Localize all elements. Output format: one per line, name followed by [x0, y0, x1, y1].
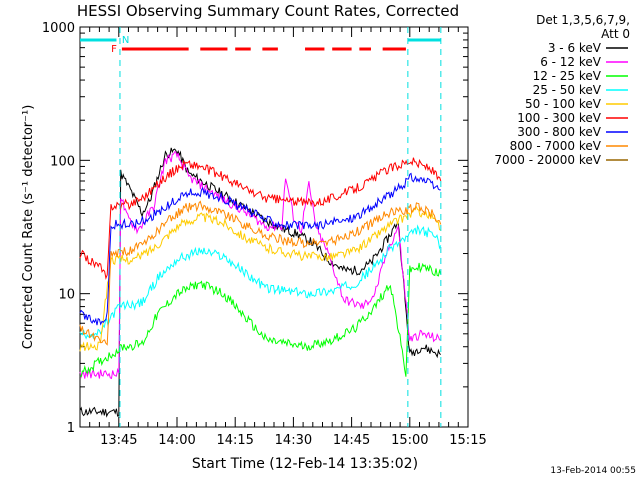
- legend-label: 12 - 25 keV: [533, 69, 602, 83]
- legend-label: 7000 - 20000 keV: [494, 153, 601, 167]
- series-line-4: [79, 224, 442, 340]
- series-line-2: [79, 151, 441, 380]
- legend-label: 50 - 100 keV: [525, 97, 602, 111]
- status-overlays: FN: [80, 27, 442, 427]
- legend-label: 6 - 12 keV: [540, 55, 602, 69]
- x-tick-label: 15:15: [449, 433, 486, 448]
- y-axis-label: Corrected Count Rate (s⁻¹ detector⁻¹): [21, 105, 36, 350]
- legend-label: 3 - 6 keV: [548, 41, 602, 55]
- legend-label: 300 - 800 keV: [517, 125, 601, 139]
- y-tick-label: 1: [67, 421, 75, 436]
- y-tick-label: 1000: [42, 21, 75, 36]
- status-label-n: N: [122, 35, 129, 46]
- series-line-8: [79, 200, 442, 346]
- status-label-f: F: [111, 44, 117, 55]
- legend-label: 800 - 7000 keV: [510, 139, 602, 153]
- x-tick-label: 14:15: [216, 433, 253, 448]
- x-tick-label: 15:00: [391, 433, 428, 448]
- legend-header-line-1: Det 1,3,5,6,7,9,: [536, 13, 630, 27]
- y-tick-label: 10: [58, 288, 75, 303]
- legend-header-line-2: Att 0: [601, 27, 630, 41]
- x-axis-label: Start Time (12-Feb-14 13:35:02): [192, 456, 418, 472]
- chart-marks: [79, 147, 442, 418]
- legend-label: 100 - 300 keV: [517, 111, 601, 125]
- series-line-7: [79, 172, 441, 326]
- series-line-6: [79, 157, 442, 280]
- x-tick-label: 14:00: [158, 433, 195, 448]
- y-tick-label: 100: [50, 154, 75, 169]
- timestamp: 13-Feb-2014 00:55: [550, 466, 636, 476]
- series-line-5: [79, 205, 441, 352]
- x-tick-label: 13:45: [100, 433, 137, 448]
- axes: 1 10 100 1000 13:45 14:00 14:15 14:30 14:45 15:00…: [42, 21, 487, 448]
- x-tick-label: 14:30: [275, 433, 312, 448]
- series-line-3: [79, 262, 442, 378]
- chart-title: HESSI Observing Summary Count Rates, Cor…: [77, 2, 459, 20]
- series-line-1: [79, 147, 442, 418]
- x-tick-label: 14:45: [333, 433, 370, 448]
- legend-label: 25 - 50 keV: [533, 83, 602, 97]
